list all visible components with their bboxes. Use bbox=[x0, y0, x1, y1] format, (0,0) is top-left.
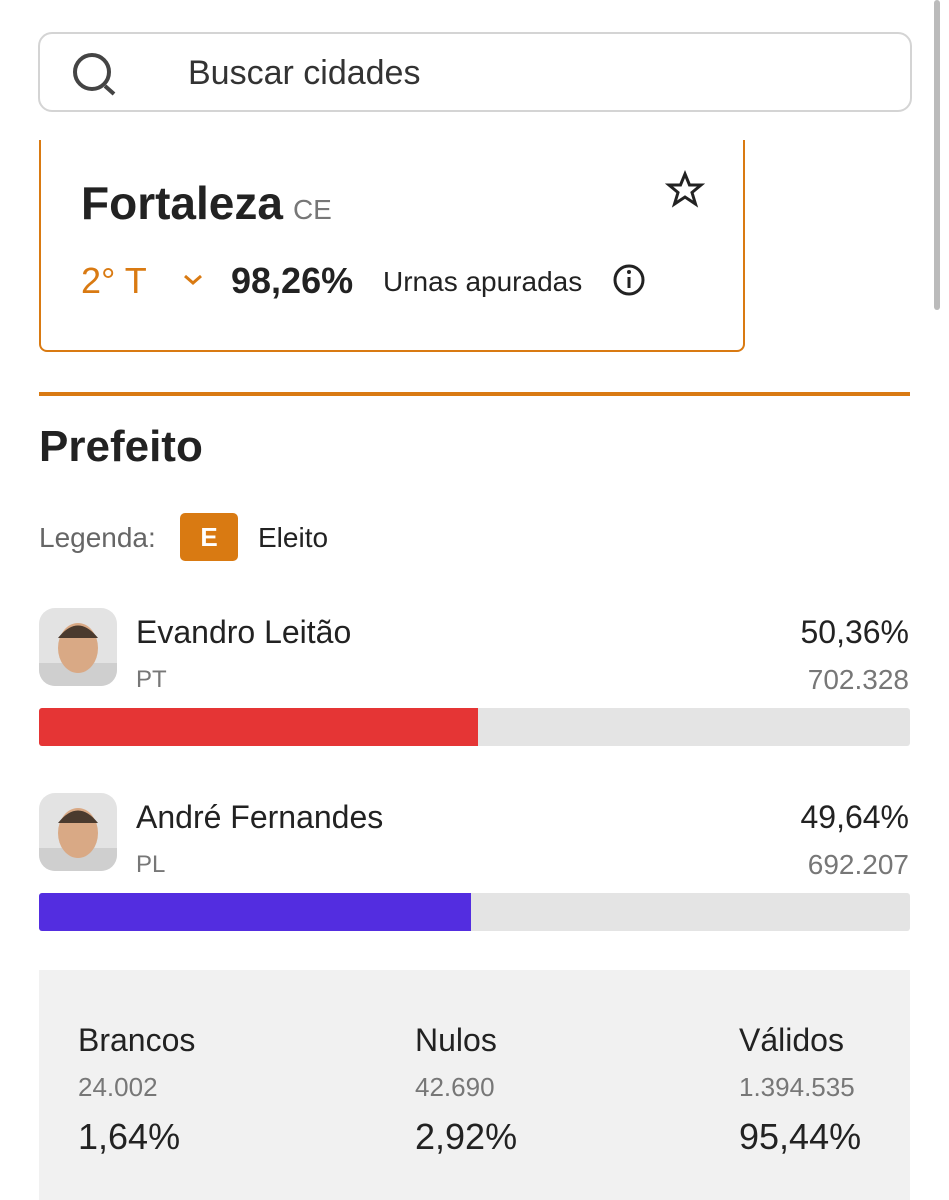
candidate-votes: 692.207 bbox=[807, 849, 909, 880]
favorite-star[interactable] bbox=[665, 170, 705, 210]
info-icon[interactable] bbox=[611, 262, 647, 298]
total-percent: 95,44% bbox=[739, 1116, 862, 1157]
city-name: Fortaleza CE bbox=[81, 176, 332, 230]
city-name-text: Fortaleza bbox=[81, 177, 283, 229]
total-label: Válidos bbox=[739, 1022, 844, 1058]
candidate-percent: 50,36% bbox=[800, 614, 909, 650]
scrollbar bbox=[934, 0, 940, 310]
total-votes: 42.690 bbox=[415, 1072, 495, 1102]
round-chevron[interactable] bbox=[181, 270, 205, 290]
total-label: Nulos bbox=[415, 1022, 497, 1058]
total-votes: 1.394.535 bbox=[739, 1072, 855, 1102]
photo-face bbox=[39, 808, 117, 871]
candidate-party: PL bbox=[136, 851, 166, 878]
vote-bar bbox=[39, 708, 478, 746]
section-rule bbox=[39, 392, 910, 396]
totals-panel: Brancos 24.002 1,64% Nulos 42.690 2,92% Válido… bbox=[39, 970, 910, 1200]
vote-bar-track bbox=[39, 893, 910, 931]
city-state: CE bbox=[292, 194, 332, 225]
candidate-photo bbox=[39, 608, 117, 686]
legend-badge: E bbox=[180, 513, 238, 561]
search-placeholder: Buscar cidades bbox=[188, 54, 421, 92]
photo-face bbox=[39, 623, 117, 686]
legend-text: Eleito bbox=[258, 522, 329, 553]
candidate-name: André Fernandes bbox=[136, 799, 384, 835]
section-title: Prefeito bbox=[39, 422, 203, 471]
candidate-photo bbox=[39, 793, 117, 871]
counted-label: Urnas apuradas bbox=[383, 266, 583, 297]
total-percent: 2,92% bbox=[415, 1116, 518, 1157]
legend-label: Legenda: bbox=[39, 522, 156, 553]
candidate-percent: 49,64% bbox=[800, 799, 909, 835]
counted-percent: 98,26% bbox=[231, 260, 354, 301]
candidate-name: Evandro Leitão bbox=[136, 614, 352, 650]
city-card: Fortaleza CE 2° T 98,26% Urnas apuradas bbox=[39, 140, 745, 352]
total-percent: 1,64% bbox=[78, 1116, 181, 1157]
total-label: Brancos bbox=[78, 1022, 196, 1058]
vote-bar-track bbox=[39, 708, 910, 746]
search-box[interactable]: Buscar cidades bbox=[38, 32, 912, 112]
total-votes: 24.002 bbox=[78, 1072, 158, 1102]
round-selector[interactable]: 2° T bbox=[81, 260, 147, 301]
vote-bar bbox=[39, 893, 472, 931]
candidate-party: PT bbox=[136, 666, 167, 693]
search-icon bbox=[73, 53, 116, 96]
candidate-votes: 702.328 bbox=[807, 664, 909, 695]
